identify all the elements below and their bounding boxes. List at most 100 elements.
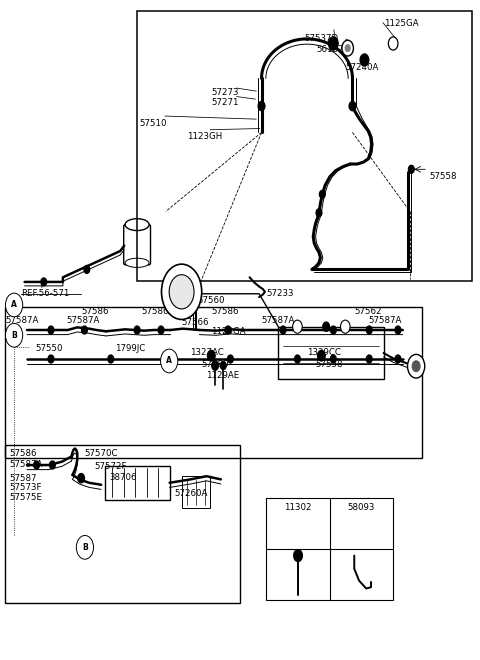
Text: 57570C: 57570C [84,449,118,457]
Text: 11302: 11302 [284,503,311,512]
Circle shape [318,350,325,361]
Text: 57271: 57271 [211,98,239,107]
Ellipse shape [125,218,149,230]
Circle shape [158,326,164,334]
Circle shape [212,361,218,370]
Circle shape [328,37,338,50]
Text: 1125GA: 1125GA [384,19,418,28]
Circle shape [293,320,302,333]
Text: A: A [166,356,172,366]
Circle shape [330,326,336,334]
Circle shape [316,209,322,216]
Circle shape [82,326,87,334]
Text: 57550: 57550 [35,345,63,354]
Text: 57587A: 57587A [5,315,39,325]
Bar [137,11,472,280]
Text: 57560: 57560 [197,296,225,305]
Bar [5,446,240,603]
Circle shape [84,265,90,273]
Circle shape [342,40,353,56]
Text: 38706: 38706 [110,473,137,482]
Circle shape [323,322,329,331]
Circle shape [295,355,300,363]
Circle shape [340,320,350,333]
Text: 56137A: 56137A [317,46,350,55]
Text: B: B [82,543,88,552]
Circle shape [48,326,54,334]
Text: 57587A: 57587A [9,460,43,469]
Circle shape [225,326,231,334]
Text: 57572F: 57572F [94,462,127,471]
Text: 1123GA: 1123GA [211,327,246,336]
Circle shape [388,37,398,50]
Circle shape [160,349,178,373]
Circle shape [366,326,372,334]
Text: 1327AC: 1327AC [190,348,224,358]
Text: 57233: 57233 [266,289,294,298]
Text: 57566: 57566 [181,318,209,327]
Text: 57586: 57586 [81,307,108,316]
Circle shape [134,326,140,334]
Circle shape [408,166,414,174]
Text: 57587A: 57587A [67,315,100,325]
Circle shape [5,293,23,317]
Circle shape [228,355,233,363]
Circle shape [366,355,372,363]
Circle shape [258,102,265,111]
Bar [5,307,422,459]
Circle shape [207,350,215,361]
Text: 57558: 57558 [429,172,456,181]
Circle shape [320,190,325,198]
Circle shape [34,461,39,469]
Bar [266,498,393,600]
Circle shape [108,355,114,363]
Text: 57240A: 57240A [345,63,379,72]
Text: B: B [11,331,17,340]
Text: 57558: 57558 [316,360,343,369]
Circle shape [5,323,23,347]
Text: 57537D: 57537D [305,34,339,43]
Text: 57260A: 57260A [174,489,207,498]
Text: 57587: 57587 [9,474,37,482]
Circle shape [49,461,55,469]
Circle shape [412,361,420,372]
Circle shape [408,354,425,378]
Circle shape [169,275,194,309]
Text: 57510: 57510 [140,119,167,128]
Circle shape [294,550,302,562]
Text: 57587A: 57587A [262,315,295,325]
Circle shape [280,326,286,334]
Ellipse shape [125,258,149,267]
Text: 57586: 57586 [211,307,239,316]
Circle shape [161,264,202,319]
Circle shape [41,278,47,286]
Circle shape [360,54,369,66]
Text: 57575E: 57575E [9,492,42,502]
Text: 57587A: 57587A [368,315,402,325]
Circle shape [330,355,336,363]
Circle shape [220,362,226,370]
Bar [181,477,210,508]
Circle shape [345,45,350,51]
Text: 57586: 57586 [142,307,169,316]
Circle shape [48,355,54,363]
Text: REF.56-571: REF.56-571 [21,289,69,298]
FancyBboxPatch shape [124,224,151,265]
Text: 57273: 57273 [211,88,239,96]
Circle shape [395,326,401,334]
Text: 1129AE: 1129AE [206,372,240,381]
Text: 1799JC: 1799JC [115,345,145,354]
Circle shape [76,535,94,559]
Bar [278,327,384,379]
Text: 58093: 58093 [347,503,374,512]
Text: 1123GH: 1123GH [187,133,223,141]
Text: 1339CC: 1339CC [307,348,341,358]
Text: 57573F: 57573F [9,483,42,492]
Circle shape [395,355,401,363]
Text: A: A [11,300,17,310]
Text: 57586: 57586 [9,449,37,457]
Bar [105,466,169,500]
Circle shape [78,474,84,483]
Circle shape [349,102,356,111]
Text: 57280: 57280 [202,360,229,369]
